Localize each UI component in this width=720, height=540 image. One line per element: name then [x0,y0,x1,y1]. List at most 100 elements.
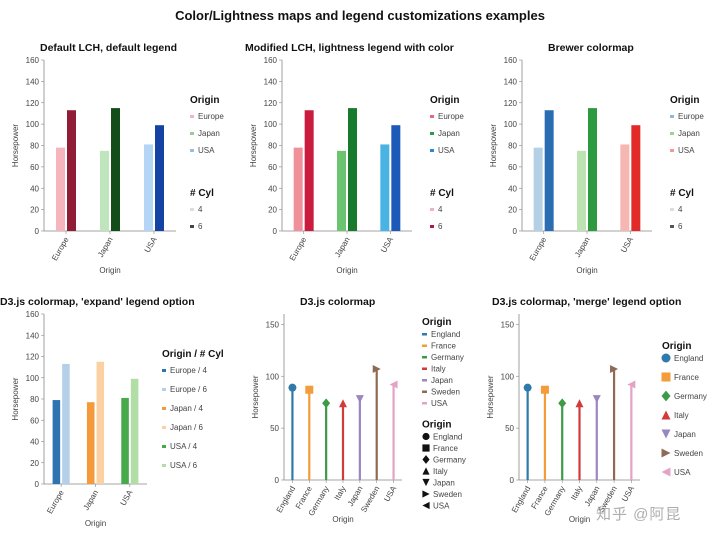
legend-label: Japan [198,129,220,138]
legend-item: 6 [190,222,203,231]
y-tick-label: 100 [504,120,518,129]
y-axis-title: Horsepower [11,377,20,420]
chart-p3: 0 20 40 60 80 100 120 140 160 Horsepower Origin Eur… [489,56,704,275]
legend-label: 4 [198,205,203,214]
legend-label: Japan [431,376,453,385]
x-tick-label: USA [143,235,159,254]
marker-japan [592,395,601,404]
legend-item: 4 [190,205,203,214]
y-tick-label: 20 [268,206,277,215]
y-tick-label: 150 [266,320,280,329]
y-tick-label: 100 [266,372,280,381]
y-tick-label: 120 [504,99,518,108]
legend-p1-0: Origin Europe Japan USA [190,95,224,155]
legend-item: Europe [670,112,704,121]
y-tick-label: 0 [35,480,40,489]
legend-swatch [190,208,194,211]
y-tick-label: 80 [268,142,277,151]
legend-swatch [422,455,430,464]
legend-item: Europe [190,112,224,121]
legend-label: France [674,373,699,382]
legend-label: USA [674,468,691,477]
legend-item: Japan [661,429,696,439]
bar-japan-6 [348,108,357,231]
y-tick-label: 40 [268,184,277,193]
legend-p6-0: Origin England France Germany Italy Japan Swed… [661,341,707,477]
legend-p1-1: # Cyl 4 6 [190,188,214,231]
legend-item: Europe [430,112,464,121]
legend-label: USA [433,502,450,511]
legend-item: Japan / 6 [162,423,203,432]
y-tick-label: 0 [275,476,280,485]
bar-japan-6 [96,361,105,484]
x-tick-label: USA [620,484,636,503]
legend-swatch [162,407,166,410]
x-tick-label: Japan [333,236,352,259]
y-tick-label: 140 [504,77,518,86]
bar-usa-4 [121,397,129,484]
y-tick-label: 40 [508,184,517,193]
bar-usa-4 [144,144,153,231]
legend-label: 6 [678,222,683,231]
bar-europe-6 [304,110,314,231]
x-axis-title: Origin [332,515,353,524]
legend-swatch [422,379,427,382]
legend-swatch [422,444,430,452]
legend-label: Japan [433,479,455,488]
chart-p5: 0 50 100 150 Horsepower Origin England France Ge… [251,314,466,524]
legend-title: Origin [422,317,451,328]
y-axis-title: Horsepower [486,375,495,418]
legend-swatch [162,388,166,391]
legend-label: Sweden [674,449,703,458]
legend-label: USA [198,146,215,155]
legend-item: USA [670,146,695,155]
legend-item: Sweden [422,388,460,397]
legend-label: Europe [198,112,224,121]
y-tick-label: 60 [30,416,39,425]
legend-swatch [670,149,674,152]
marker-usa [627,380,636,389]
marker-france [540,385,549,394]
x-tick-label: Europe [45,488,66,515]
chart-p4: 0 20 40 60 80 100 120 140 160 Horsepower Origin Eur… [11,310,224,528]
bar-japan-4 [337,150,346,231]
bar-europe-4 [533,147,543,231]
legend-item: 4 [430,205,443,214]
legend-item: USA [661,467,691,477]
marker-usa [389,380,398,389]
bar-japan-4 [86,402,95,484]
marker-england [288,383,297,392]
y-tick-label: 80 [30,142,39,151]
x-axis-title: Origin [569,515,590,524]
bar-japan-4 [577,150,586,231]
bar-europe-6 [544,110,554,231]
legend-label: England [674,354,703,363]
legend-item: 6 [670,222,683,231]
y-tick-label: 160 [26,56,40,65]
x-tick-label: USA [382,484,398,503]
y-tick-label: 40 [30,438,39,447]
y-tick-label: 100 [26,374,40,383]
legend-label: USA / 4 [170,442,198,451]
legend-label: Italy [674,411,689,420]
panel-title-p4: D3.js colormap, 'expand' legend option [0,296,195,308]
legend-swatch [430,132,434,135]
legend-p4-0: Origin / # Cyl Europe / 4 Europe / 6 Japan … [162,349,224,470]
y-tick-label: 0 [273,227,278,236]
legend-label: Europe [678,112,704,121]
legend-item: Italy [661,410,689,420]
legend-item: Japan [190,129,220,138]
legend-item: Japan / 4 [162,404,203,413]
chart-p1: 0 20 40 60 80 100 120 140 160 Horsepower Origin Eur… [11,56,224,275]
legend-item: USA [190,146,215,155]
y-tick-label: 0 [35,227,40,236]
y-tick-label: 80 [508,142,517,151]
legend-label: Europe / 6 [170,385,207,394]
marker-england [523,383,532,392]
legend-swatch [422,432,430,441]
legend-swatch [422,478,430,487]
legend-label: Germany [674,392,707,401]
legend-label: Italy [431,365,446,374]
y-tick-label: 150 [501,320,515,329]
